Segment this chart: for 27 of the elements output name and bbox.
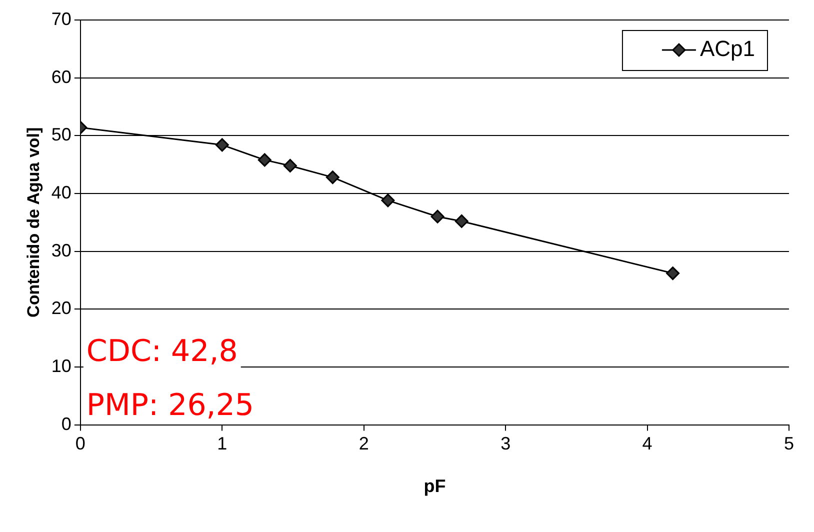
x-tick-label: 3 bbox=[500, 434, 511, 454]
x-tick-label: 1 bbox=[217, 434, 228, 454]
y-tick-label: 50 bbox=[51, 124, 72, 145]
point bbox=[454, 214, 468, 228]
point bbox=[666, 266, 680, 280]
annotation: CDC: 42,8 bbox=[86, 334, 238, 369]
point bbox=[381, 194, 395, 208]
point bbox=[430, 210, 444, 224]
x-tick-label: 4 bbox=[642, 434, 652, 454]
y-tick-label: 0 bbox=[61, 414, 72, 434]
annotation: PMP: 26,25 bbox=[86, 388, 254, 423]
y-tick-label: 20 bbox=[51, 298, 72, 318]
point bbox=[283, 158, 297, 172]
y-tick-label: 10 bbox=[51, 356, 72, 376]
y-tick-label: 70 bbox=[51, 8, 72, 29]
x-tick-label: 0 bbox=[75, 434, 86, 454]
y-tick-label: 30 bbox=[51, 240, 72, 260]
legend-label: ACp1 bbox=[700, 36, 756, 62]
x-tick-label: 2 bbox=[358, 434, 369, 454]
x-tick-label: 5 bbox=[784, 434, 794, 454]
point bbox=[326, 170, 340, 184]
y-tick-label: 40 bbox=[51, 182, 72, 202]
x-axis-title: pF bbox=[424, 476, 446, 496]
y-axis-title: Contenido de Agua vol] bbox=[24, 127, 43, 318]
point bbox=[258, 153, 272, 167]
y-tick-label: 60 bbox=[51, 66, 72, 87]
point bbox=[215, 138, 229, 152]
